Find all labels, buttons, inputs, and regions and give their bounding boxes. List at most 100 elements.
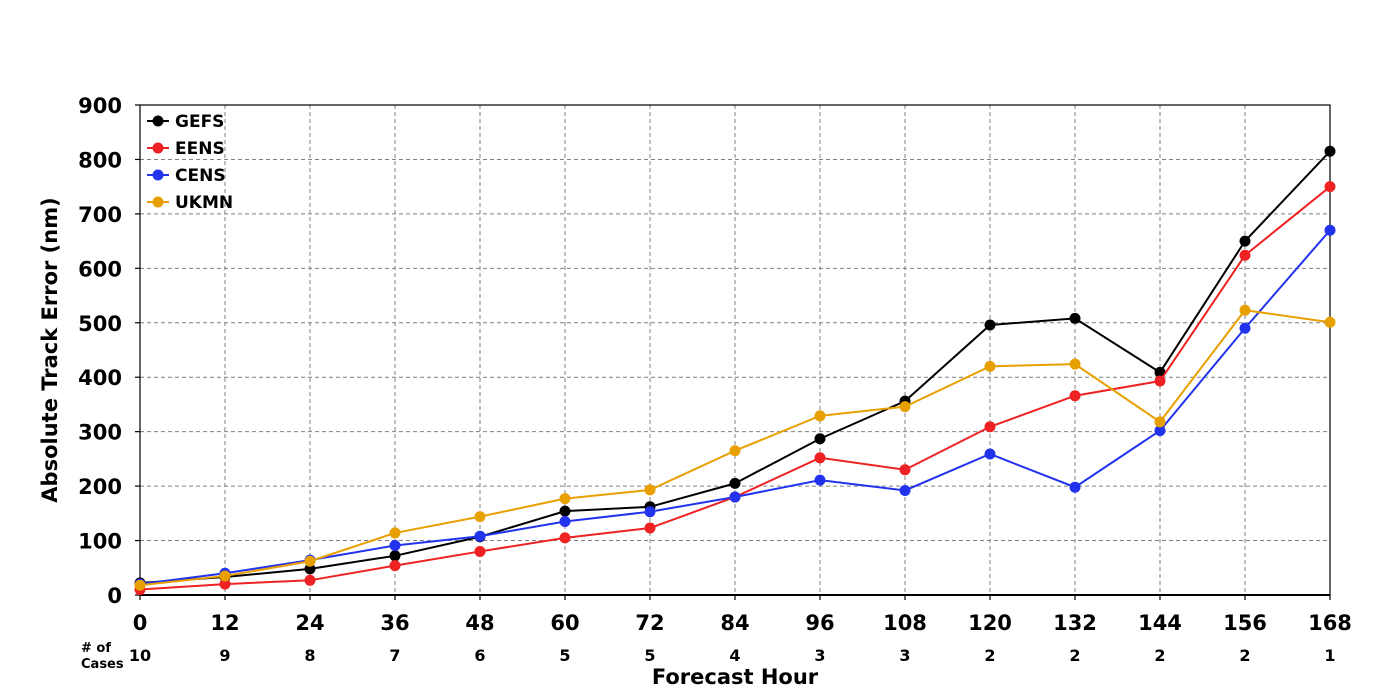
cases-count: 5 [644, 646, 655, 665]
y-tick-label: 600 [78, 257, 122, 281]
data-point-ukmn [729, 445, 741, 457]
legend-label: EENS [175, 139, 225, 159]
data-point-eens [899, 464, 911, 476]
data-point-eens [984, 421, 996, 433]
x-tick-label: 12 [210, 611, 239, 635]
data-point-eens [304, 574, 316, 586]
data-point-cens [814, 474, 826, 486]
data-point-gefs [304, 563, 316, 575]
legend-item-cens: CENS [147, 166, 226, 186]
data-point-eens [644, 522, 656, 534]
data-point-ukmn [644, 484, 656, 496]
data-point-gefs [1154, 366, 1166, 378]
data-point-ukmn [389, 527, 401, 539]
data-point-cens [644, 506, 656, 518]
legend-item-gefs: GEFS [147, 112, 224, 132]
series-lines [134, 145, 1336, 596]
x-tick-label: 132 [1053, 611, 1097, 635]
data-point-eens [559, 532, 571, 544]
x-tick-label: 24 [295, 611, 324, 635]
x-tick-label: 0 [133, 611, 148, 635]
x-tick-label: 84 [720, 611, 749, 635]
cases-count: 5 [559, 646, 570, 665]
y-tick-label: 0 [107, 584, 122, 608]
series-ukmn [134, 304, 1336, 591]
x-tick-label: 96 [805, 611, 834, 635]
data-point-gefs [729, 477, 741, 489]
legend-marker [152, 196, 164, 208]
y-axis-title: Absolute Track Error (nm) [38, 197, 62, 502]
data-point-gefs [814, 433, 826, 445]
cases-title-line-1: # of [81, 641, 111, 656]
data-point-ukmn [1069, 358, 1081, 370]
data-point-eens [389, 560, 401, 572]
cases-row: # of Cases 10 9 8 7 6 5 5 4 3 3 2 2 2 2 1 [81, 641, 1336, 672]
grid [140, 105, 1330, 596]
x-tick-label: 144 [1138, 611, 1182, 635]
cases-count: 2 [1154, 646, 1165, 665]
data-point-cens [474, 530, 486, 542]
legend-label: GEFS [175, 112, 224, 132]
data-point-eens [1154, 375, 1166, 387]
series-cens [134, 224, 1336, 590]
cases-count: 7 [389, 646, 400, 665]
cases-title-line-2: Cases [81, 657, 124, 672]
legend: GEFS EENS CENS UKMN [147, 112, 233, 213]
cases-count: 3 [814, 646, 825, 665]
y-axis: 0 100 200 300 400 500 600 700 800 900 [78, 94, 140, 608]
data-point-cens [559, 516, 571, 527]
data-point-eens [1239, 249, 1251, 261]
data-point-cens [984, 448, 996, 460]
x-tick-label: 72 [635, 611, 664, 635]
legend-marker [152, 115, 164, 127]
y-tick-label: 700 [78, 203, 122, 227]
data-point-gefs [1069, 312, 1081, 324]
legend-marker [152, 169, 164, 181]
data-point-gefs [389, 550, 401, 562]
data-point-eens [1324, 181, 1336, 193]
data-point-ukmn [304, 555, 316, 567]
data-point-cens [729, 491, 741, 503]
y-tick-label: 800 [78, 148, 122, 172]
x-tick-label: 108 [883, 611, 927, 635]
data-point-ukmn [474, 511, 486, 523]
x-tick-label: 156 [1223, 611, 1267, 635]
data-point-eens [219, 578, 231, 590]
data-point-eens [1069, 390, 1081, 402]
cases-count: 9 [219, 646, 230, 665]
legend-marker [152, 142, 164, 154]
cases-count: 1 [1324, 646, 1335, 665]
data-point-gefs [1324, 145, 1336, 157]
x-axis: 0 12 24 36 48 60 72 84 96 108 120 132 144 156 168 [133, 595, 1352, 635]
data-point-cens [899, 484, 911, 496]
data-point-ukmn [1239, 304, 1251, 316]
data-point-gefs [984, 319, 996, 331]
x-tick-label: 60 [550, 611, 579, 635]
data-point-eens [814, 452, 826, 464]
data-point-cens [389, 539, 401, 551]
x-axis-title: Forecast Hour [652, 665, 819, 689]
y-tick-label: 500 [78, 312, 122, 336]
cases-count: 2 [1239, 646, 1250, 665]
cases-count: 8 [304, 646, 315, 665]
legend-label: UKMN [175, 193, 233, 213]
data-point-ukmn [899, 401, 911, 413]
y-tick-label: 400 [78, 366, 122, 390]
data-point-ukmn [984, 360, 996, 372]
x-tick-label: 120 [968, 611, 1012, 635]
cases-count: 2 [984, 646, 995, 665]
y-tick-label: 100 [78, 530, 122, 554]
legend-label: CENS [175, 166, 226, 186]
data-point-gefs [1239, 235, 1251, 247]
data-point-gefs [559, 505, 571, 517]
legend-item-eens: EENS [147, 139, 225, 159]
legend-item-ukmn: UKMN [147, 193, 233, 213]
data-point-eens [474, 545, 486, 557]
x-tick-label: 36 [380, 611, 409, 635]
data-point-ukmn [1154, 416, 1166, 428]
cases-count: 4 [729, 646, 740, 665]
data-point-cens [1069, 481, 1081, 493]
y-tick-label: 300 [78, 421, 122, 445]
cases-count: 6 [474, 646, 485, 665]
